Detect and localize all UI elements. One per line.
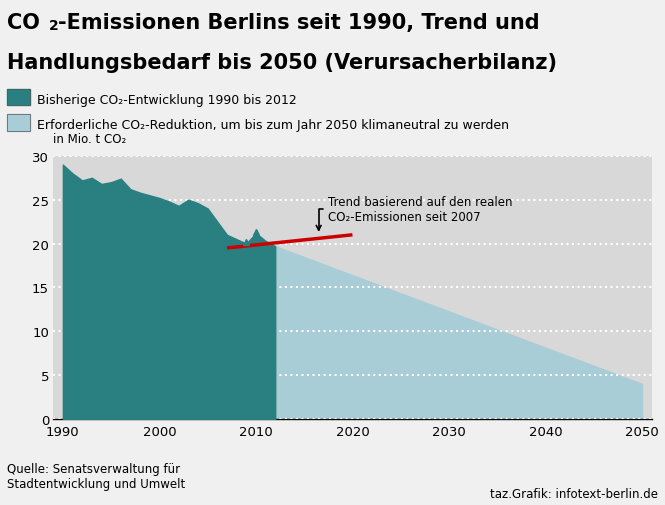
- Text: taz.Grafik: infotext-berlin.de: taz.Grafik: infotext-berlin.de: [490, 487, 658, 500]
- Text: Handlungsbedarf bis 2050 (Verursacherbilanz): Handlungsbedarf bis 2050 (Verursacherbil…: [7, 53, 557, 73]
- Text: Quelle: Senatsverwaltung für
Stadtentwicklung und Umwelt: Quelle: Senatsverwaltung für Stadtentwic…: [7, 462, 185, 490]
- Text: CO: CO: [7, 13, 39, 33]
- Text: in Mio. t CO₂: in Mio. t CO₂: [53, 133, 126, 146]
- Text: 2: 2: [49, 19, 59, 33]
- Text: -Emissionen Berlins seit 1990, Trend und: -Emissionen Berlins seit 1990, Trend und: [58, 13, 539, 33]
- Text: Trend basierend auf den realen
CO₂-Emissionen seit 2007: Trend basierend auf den realen CO₂-Emiss…: [317, 196, 513, 231]
- Text: Erforderliche CO₂-Reduktion, um bis zum Jahr 2050 klimaneutral zu werden: Erforderliche CO₂-Reduktion, um bis zum …: [37, 119, 509, 132]
- Text: Bisherige CO₂-Entwicklung 1990 bis 2012: Bisherige CO₂-Entwicklung 1990 bis 2012: [37, 93, 297, 107]
